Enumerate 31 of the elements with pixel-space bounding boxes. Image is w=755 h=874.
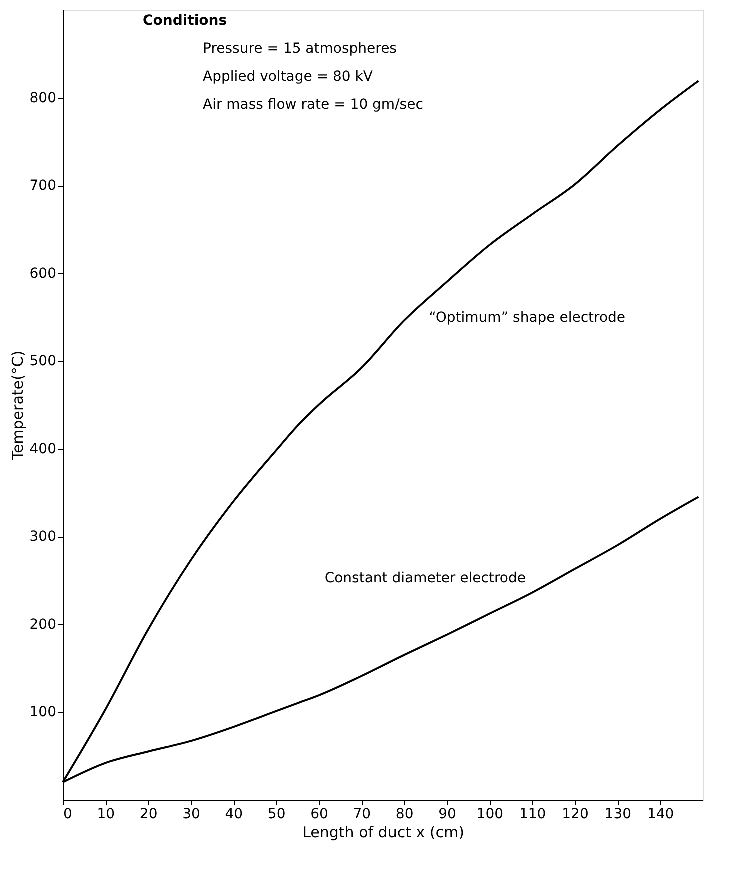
x-tick-label: 50 xyxy=(268,806,286,822)
x-tick-label: 120 xyxy=(562,806,589,822)
x-tick-label: 20 xyxy=(140,806,158,822)
y-tick-label: 800 xyxy=(30,90,56,106)
annotation: Applied voltage = 80 kV xyxy=(203,69,374,85)
x-tick-label: 80 xyxy=(396,806,414,822)
x-tick-label: 100 xyxy=(476,806,504,822)
y-tick-label: 700 xyxy=(30,178,56,194)
y-axis-title: Temperate(°C) xyxy=(8,350,27,462)
annotation: Constant diameter electrode xyxy=(324,570,526,586)
y-tick-label: 400 xyxy=(30,441,56,458)
x-tick-label: 90 xyxy=(438,806,456,822)
x-tick-label: 60 xyxy=(310,806,328,822)
x-tick-label: 0 xyxy=(64,806,72,822)
x-tick-label: 130 xyxy=(604,806,632,822)
y-tick-label: 200 xyxy=(30,616,56,633)
annotation: Conditions xyxy=(143,13,228,29)
x-tick-label: 10 xyxy=(97,806,116,822)
x-tick-label: 140 xyxy=(647,806,674,822)
annotation: “Optimum” shape electrode xyxy=(429,310,626,326)
y-tick-label: 600 xyxy=(30,266,56,282)
annotation: Air mass flow rate = 10 gm/sec xyxy=(203,97,424,113)
x-tick-label: 30 xyxy=(182,806,200,822)
y-tick-label: 500 xyxy=(30,354,56,370)
annotation: Pressure = 15 atmospheres xyxy=(203,41,397,57)
y-tick-label: 300 xyxy=(30,529,56,546)
x-tick-label: 110 xyxy=(519,806,546,822)
y-tick-label: 100 xyxy=(30,704,56,721)
x-axis-title: Length of duct x (cm) xyxy=(302,824,464,842)
x-tick-label: 40 xyxy=(225,806,244,822)
x-tick-label: 70 xyxy=(353,806,372,822)
